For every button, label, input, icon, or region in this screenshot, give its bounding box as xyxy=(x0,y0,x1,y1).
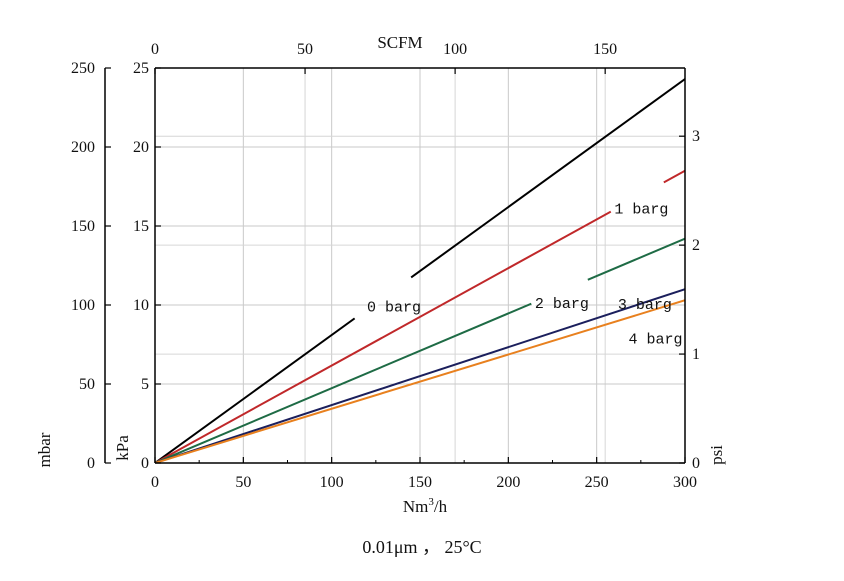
kpa-tick-label: 10 xyxy=(133,297,149,314)
psi-tick-label: 2 xyxy=(692,237,700,254)
kpa-tick-label: 5 xyxy=(141,376,149,393)
series-line xyxy=(155,237,685,463)
top-tick-label: 50 xyxy=(297,41,313,58)
psi-tick-label: 1 xyxy=(692,346,700,363)
x-axis-title: Nm3/h xyxy=(403,496,448,516)
series-label: 2 barg xyxy=(535,296,589,313)
series-label-gap xyxy=(530,277,590,307)
chart-caption: 0.01μm ， 25°C xyxy=(362,537,482,557)
series-lines xyxy=(155,78,685,463)
mbar-axis-title: mbar xyxy=(35,432,54,467)
mbar-tick-label: 250 xyxy=(71,60,95,77)
psi-axis-title: psi xyxy=(707,445,726,465)
x-tick-label: 150 xyxy=(408,474,432,491)
x-tick-label: 300 xyxy=(673,474,697,491)
series-label: 0 barg xyxy=(367,299,421,316)
series-labels: 0 barg 1 barg 2 barg 3 barg 4 barg xyxy=(352,179,682,349)
mbar-tick-label: 200 xyxy=(71,139,95,156)
mbar-tick-label: 100 xyxy=(71,297,95,314)
series-line xyxy=(155,169,685,463)
series-label-gap xyxy=(352,274,413,321)
series-label: 4 barg xyxy=(628,332,682,349)
series-line xyxy=(155,299,685,463)
x-tick-label: 50 xyxy=(235,474,251,491)
top-axis-title: SCFM xyxy=(377,33,422,52)
mbar-tick-label: 0 xyxy=(87,455,95,472)
psi-tick-label: 3 xyxy=(692,128,700,145)
top-tick-label: 150 xyxy=(593,41,617,58)
kpa-tick-label: 0 xyxy=(141,455,149,472)
grid xyxy=(155,68,685,463)
series-label-gap xyxy=(609,179,666,215)
kpa-tick-label: 20 xyxy=(133,139,149,156)
mbar-tick-label: 150 xyxy=(71,218,95,235)
mbar-tick-label: 50 xyxy=(79,376,95,393)
kpa-axis-title: kPa xyxy=(113,435,132,461)
kpa-tick-label: 15 xyxy=(133,218,149,235)
series-label: 3 barg xyxy=(618,297,672,314)
x-tick-label: 200 xyxy=(496,474,520,491)
kpa-tick-label: 25 xyxy=(133,60,149,77)
series-line xyxy=(155,78,685,463)
top-tick-label: 100 xyxy=(443,41,467,58)
series-line xyxy=(155,288,685,463)
x-tick-label: 100 xyxy=(320,474,344,491)
top-tick-label: 0 xyxy=(151,41,159,58)
series-label: 1 barg xyxy=(614,202,668,219)
x-tick-label: 250 xyxy=(585,474,609,491)
x-tick-label: 0 xyxy=(151,474,159,491)
psi-tick-label: 0 xyxy=(692,455,700,472)
